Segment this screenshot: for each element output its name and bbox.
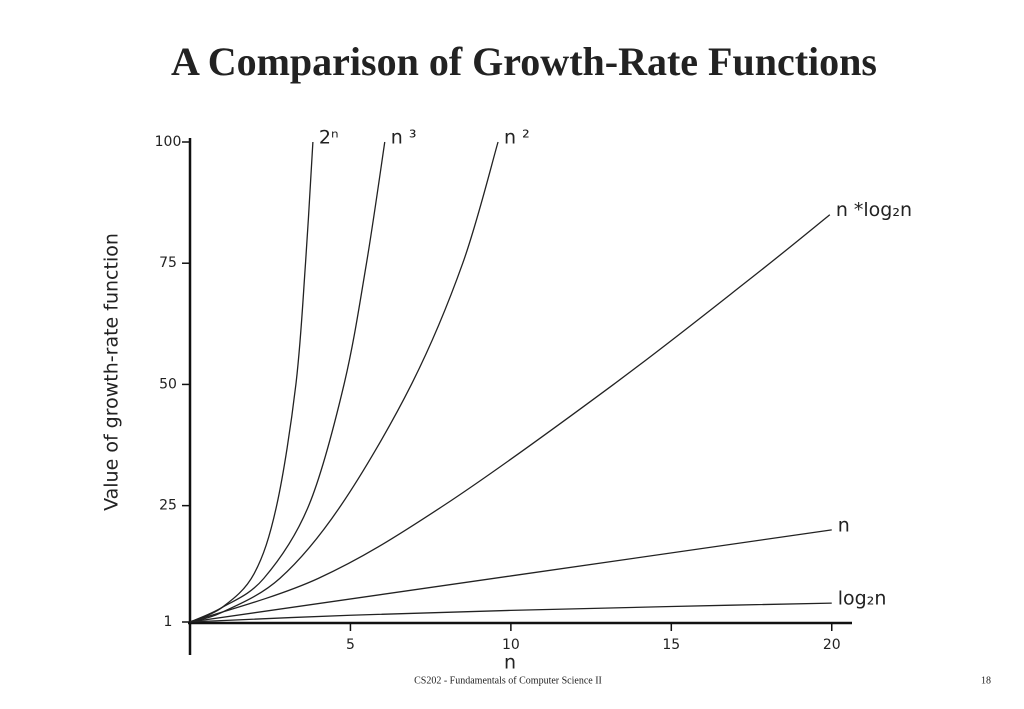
series-line: [189, 529, 832, 623]
y-axis-label: Value of growth-rate function: [101, 233, 123, 511]
y-tick-label: 1: [164, 614, 173, 630]
page-number: 18: [981, 675, 991, 686]
y-tick-label: 100: [155, 134, 182, 150]
series-line: [189, 602, 832, 623]
y-tick-label: 75: [159, 255, 177, 271]
series-label: n *log₂n: [836, 199, 912, 221]
x-tick-label: 15: [662, 637, 680, 653]
x-tick-label: 20: [823, 637, 841, 653]
series-label: n: [838, 514, 850, 536]
y-tick-label: 25: [159, 498, 177, 514]
series-label: n ²: [504, 127, 530, 149]
y-tick-label: 50: [159, 376, 177, 392]
series-line: [189, 141, 314, 623]
series-line: [189, 141, 499, 623]
series-line: [189, 141, 386, 623]
series-label: n ³: [391, 127, 417, 149]
chart-title: A Comparison of Growth-Rate Functions: [171, 39, 877, 84]
footer: CS202 - Fundamentals of Computer Science…: [414, 675, 602, 686]
series-label: log₂n: [838, 588, 887, 610]
series-line: [189, 214, 831, 623]
x-axis-label: n: [504, 652, 516, 674]
series-label: 2ⁿ: [319, 127, 339, 149]
x-tick-label: 5: [346, 637, 355, 653]
x-tick-label: 10: [502, 637, 520, 653]
